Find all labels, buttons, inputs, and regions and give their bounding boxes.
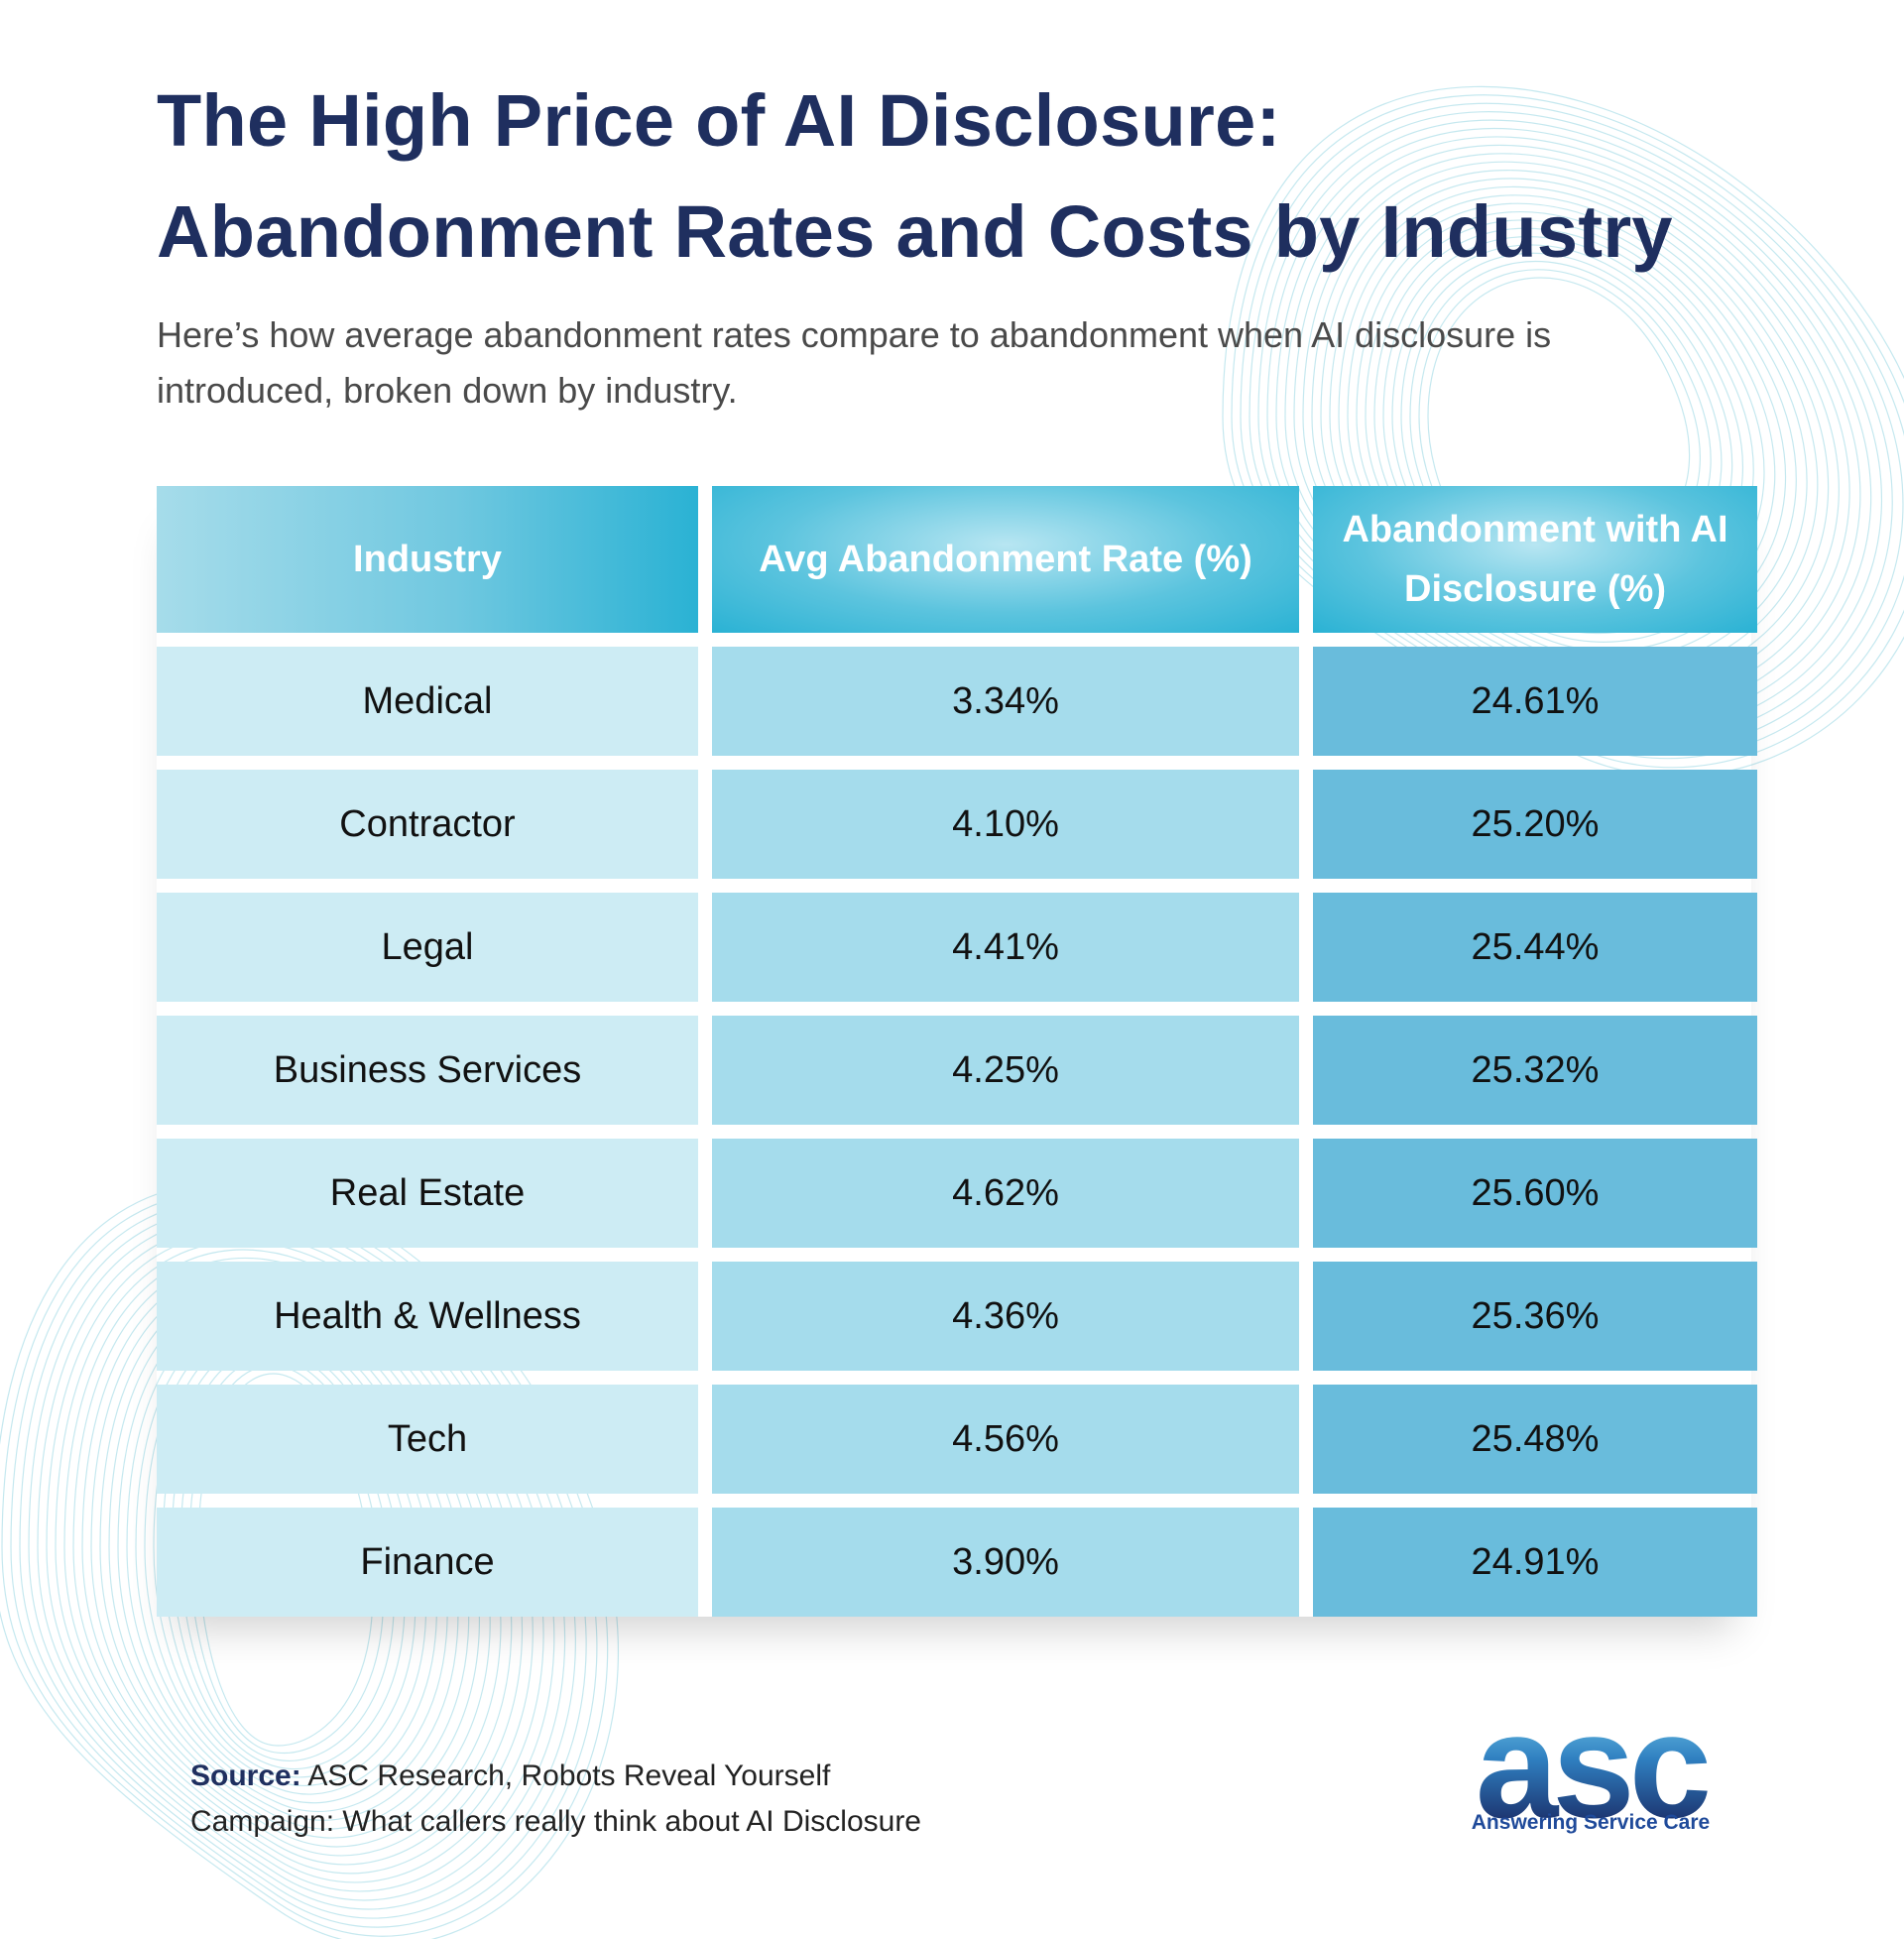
source-text: ASC Research, Robots Reveal Yourself xyxy=(307,1759,831,1792)
table-header-row: Industry Avg Abandonment Rate (%) Abando… xyxy=(157,486,1757,633)
cell-industry: Health & Wellness xyxy=(157,1262,698,1371)
campaign-line: Campaign: What callers really think abou… xyxy=(190,1805,921,1838)
cell-industry: Business Services xyxy=(157,1016,698,1125)
table-row: Legal 4.41% 25.44% xyxy=(157,893,1757,1002)
logo-tagline: Answering Service Care xyxy=(1471,1811,1711,1834)
page-title: The High Price of AI Disclosure: Abandon… xyxy=(157,65,1843,288)
header-avg-rate: Avg Abandonment Rate (%) xyxy=(712,486,1299,633)
abandonment-table: Industry Avg Abandonment Rate (%) Abando… xyxy=(157,486,1757,1617)
cell-ai-rate: 24.91% xyxy=(1313,1508,1757,1617)
source-line: Source: ASC Research, Robots Reveal Your… xyxy=(190,1754,921,1799)
cell-avg-rate: 3.34% xyxy=(712,647,1299,756)
table-row: Real Estate 4.62% 25.60% xyxy=(157,1139,1757,1248)
cell-ai-rate: 25.60% xyxy=(1313,1139,1757,1248)
cell-industry: Tech xyxy=(157,1385,698,1494)
cell-ai-rate: 24.61% xyxy=(1313,647,1757,756)
table-body: Medical 3.34% 24.61% Contractor 4.10% 25.20% L… xyxy=(157,647,1757,1617)
title-line-2: Abandonment Rates and Costs by Industry xyxy=(157,190,1673,273)
cell-ai-rate: 25.48% xyxy=(1313,1385,1757,1494)
table-row: Contractor 4.10% 25.20% xyxy=(157,770,1757,879)
source-label: Source: xyxy=(190,1759,301,1792)
cell-avg-rate: 4.41% xyxy=(712,893,1299,1002)
cell-avg-rate: 4.62% xyxy=(712,1139,1299,1248)
cell-industry: Contractor xyxy=(157,770,698,879)
cell-avg-rate: 4.10% xyxy=(712,770,1299,879)
table-row: Medical 3.34% 24.61% xyxy=(157,647,1757,756)
table-row: Health & Wellness 4.36% 25.36% xyxy=(157,1262,1757,1371)
cell-avg-rate: 3.90% xyxy=(712,1508,1299,1617)
header-industry: Industry xyxy=(157,486,698,633)
cell-industry: Legal xyxy=(157,893,698,1002)
cell-ai-rate: 25.36% xyxy=(1313,1262,1757,1371)
title-line-1: The High Price of AI Disclosure: xyxy=(157,79,1281,162)
table-row: Tech 4.56% 25.48% xyxy=(157,1385,1757,1494)
cell-ai-rate: 25.20% xyxy=(1313,770,1757,879)
cell-ai-rate: 25.32% xyxy=(1313,1016,1757,1125)
asc-logo: asc Answering Service Care xyxy=(1462,1691,1720,1845)
cell-avg-rate: 4.36% xyxy=(712,1262,1299,1371)
cell-avg-rate: 4.25% xyxy=(712,1016,1299,1125)
cell-industry: Medical xyxy=(157,647,698,756)
cell-industry: Real Estate xyxy=(157,1139,698,1248)
page-subtitle: Here’s how average abandonment rates com… xyxy=(157,314,1552,411)
table-row: Finance 3.90% 24.91% xyxy=(157,1508,1757,1617)
header-ai-disclosure: Abandonment with AI Disclosure (%) xyxy=(1313,486,1757,633)
cell-avg-rate: 4.56% xyxy=(712,1385,1299,1494)
table-row: Business Services 4.25% 25.32% xyxy=(157,1016,1757,1125)
cell-ai-rate: 25.44% xyxy=(1313,893,1757,1002)
source-note: Source: ASC Research, Robots Reveal Your… xyxy=(190,1754,921,1845)
logo-mark: asc xyxy=(1462,1691,1720,1840)
cell-industry: Finance xyxy=(157,1508,698,1617)
